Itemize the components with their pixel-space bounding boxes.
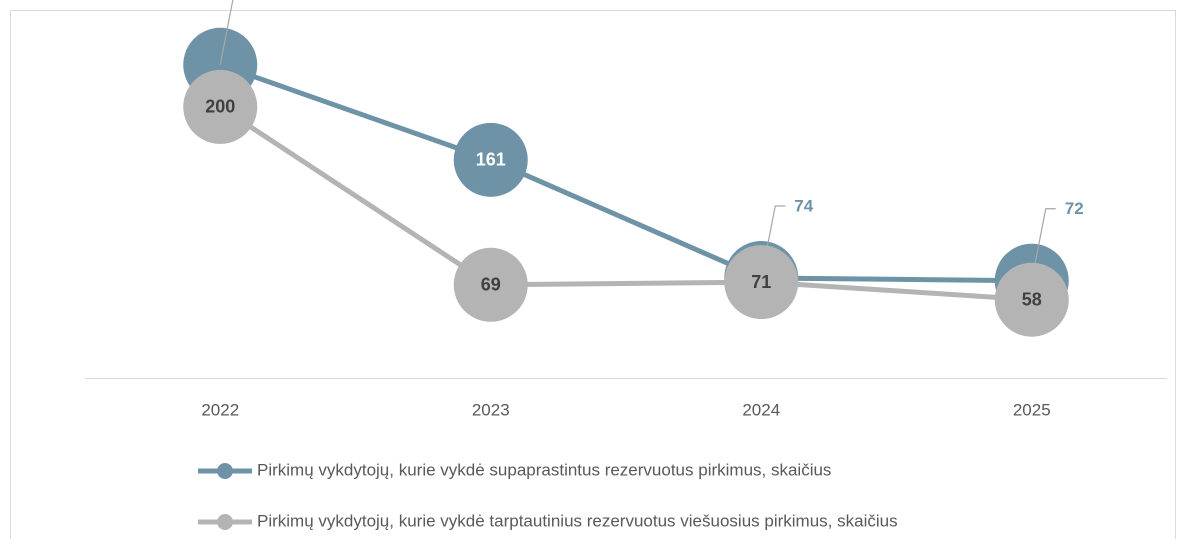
- series-line: [218, 104, 1032, 303]
- data-point: [994, 262, 1069, 337]
- data-point: [183, 69, 258, 144]
- data-label: 58: [1022, 289, 1042, 309]
- x-tick-label: 2023: [472, 400, 510, 419]
- x-tick-label: 2025: [1013, 400, 1051, 419]
- legend-label: Pirkimų vykdytojų, kurie vykdė supaprast…: [257, 460, 831, 479]
- series-line: [219, 62, 1032, 284]
- data-label: 69: [481, 275, 501, 295]
- data-label: 74: [794, 196, 813, 215]
- data-label: 71: [751, 272, 771, 292]
- data-label: 161: [476, 150, 506, 170]
- legend-label: Pirkimų vykdytojų, kurie vykdė tarptauti…: [257, 511, 898, 530]
- legend-marker: [217, 514, 233, 530]
- legend-marker: [217, 463, 233, 479]
- data-label: 72: [1065, 199, 1084, 218]
- data-point: [453, 122, 528, 197]
- x-tick-label: 2022: [201, 400, 239, 419]
- leader-line: [219, 0, 234, 65]
- data-point: [453, 247, 528, 322]
- data-label: 200: [205, 97, 235, 117]
- data-label: 231: [253, 0, 281, 2]
- x-tick-label: 2024: [742, 400, 780, 419]
- leader-line: [1031, 208, 1056, 281]
- data-point: [724, 245, 799, 320]
